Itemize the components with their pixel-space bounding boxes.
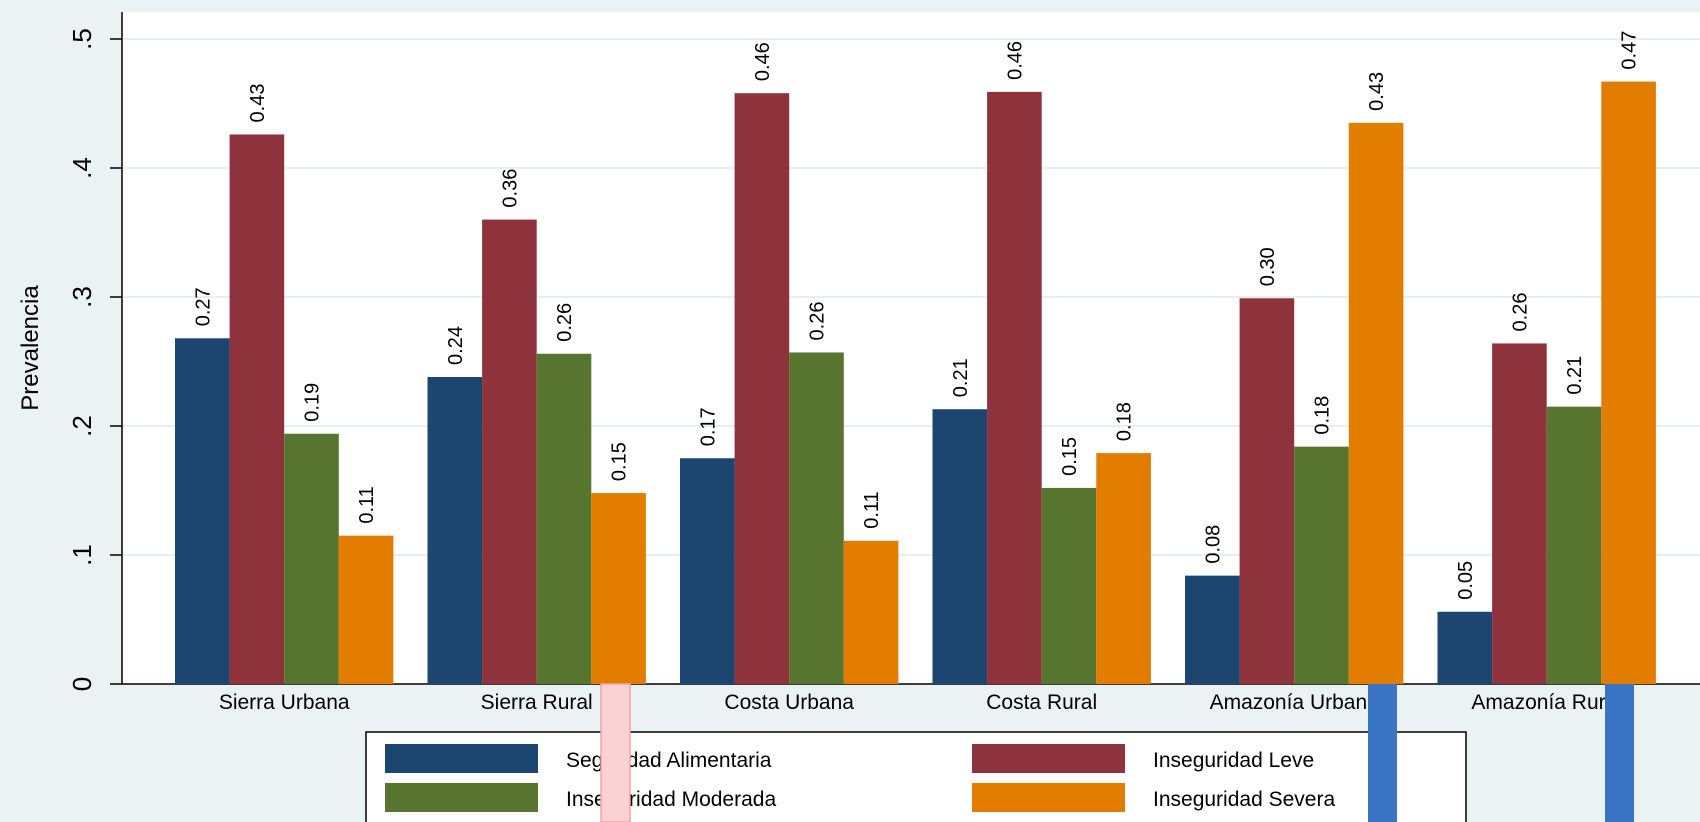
legend-label: Inseguridad Moderada [566,788,776,811]
bar [789,352,844,684]
bar [536,353,592,684]
x-category-label: Amazonía Urbana [1210,691,1380,714]
legend-label: Inseguridad Leve [1153,749,1314,772]
data-label: 0.24 [445,326,467,365]
bar [427,376,483,684]
y-tick-label: .3 [67,286,97,308]
legend-box [365,731,1467,822]
bar [734,93,790,685]
data-label: 0.17 [697,407,719,446]
data-label: 0.43 [1366,72,1388,111]
bar [1185,575,1240,684]
bar [1437,611,1493,684]
y-tick-label: .1 [67,544,97,566]
data-label: 0.18 [1114,402,1136,441]
bar [1492,343,1547,684]
data-label: 0.46 [752,42,774,81]
data-label: 0.46 [1004,41,1026,80]
bar [843,540,899,684]
x-category-label: Costa Rural [986,691,1097,714]
bar [932,409,988,684]
bar [1096,453,1151,684]
data-label: 0.19 [302,383,324,422]
bar [482,219,537,684]
bar [1239,298,1295,684]
bar [1348,122,1404,685]
y-axis-label: Prevalencia [17,285,44,411]
data-label: 0.26 [1509,293,1531,332]
data-label: 0.05 [1455,561,1477,600]
data-label: 0.15 [1059,437,1081,476]
data-label: 0.26 [554,303,576,342]
data-label: 0.21 [1564,356,1586,395]
bar [1294,446,1349,684]
overlay-marker-blue [1368,684,1397,822]
bar [1546,406,1602,684]
data-label: 0.18 [1312,396,1334,435]
bar [338,535,394,684]
legend-swatch [385,744,538,773]
data-label: 0.11 [356,486,378,523]
bar [1601,81,1656,684]
x-category-label: Amazonía Rural [1471,691,1622,714]
x-category-label: Costa Urbana [724,691,854,714]
data-label: 0.47 [1619,31,1641,70]
data-label: 0.26 [807,302,829,341]
legend-label: Seguridad Alimentaria [566,749,772,772]
legend-swatch [385,783,538,812]
x-category-label: Sierra Rural [481,691,593,714]
y-tick-label: 0 [67,677,97,691]
data-label: 0.43 [247,84,269,123]
y-tick-label: .4 [67,157,97,179]
data-label: 0.30 [1257,247,1279,286]
bar [229,134,285,684]
overlay-marker-pink [600,683,631,822]
data-label: 0.15 [609,442,631,481]
data-label: 0.36 [499,169,521,208]
data-label: 0.27 [192,287,214,326]
bar [987,91,1042,684]
bar [175,338,230,684]
y-tick-label: .2 [67,415,97,437]
bar [680,458,735,684]
y-tick-label: .5 [67,28,97,50]
data-label: 0.11 [861,491,883,528]
legend-swatch [972,744,1125,773]
x-category-label: Sierra Urbana [219,691,350,714]
bar [591,493,646,684]
data-label: 0.08 [1202,525,1224,564]
data-label: 0.21 [950,358,972,397]
bar [1041,487,1097,684]
legend-label: Inseguridad Severa [1153,788,1335,811]
overlay-marker-blue [1605,684,1634,822]
bar [284,433,339,684]
legend-swatch [972,783,1125,812]
